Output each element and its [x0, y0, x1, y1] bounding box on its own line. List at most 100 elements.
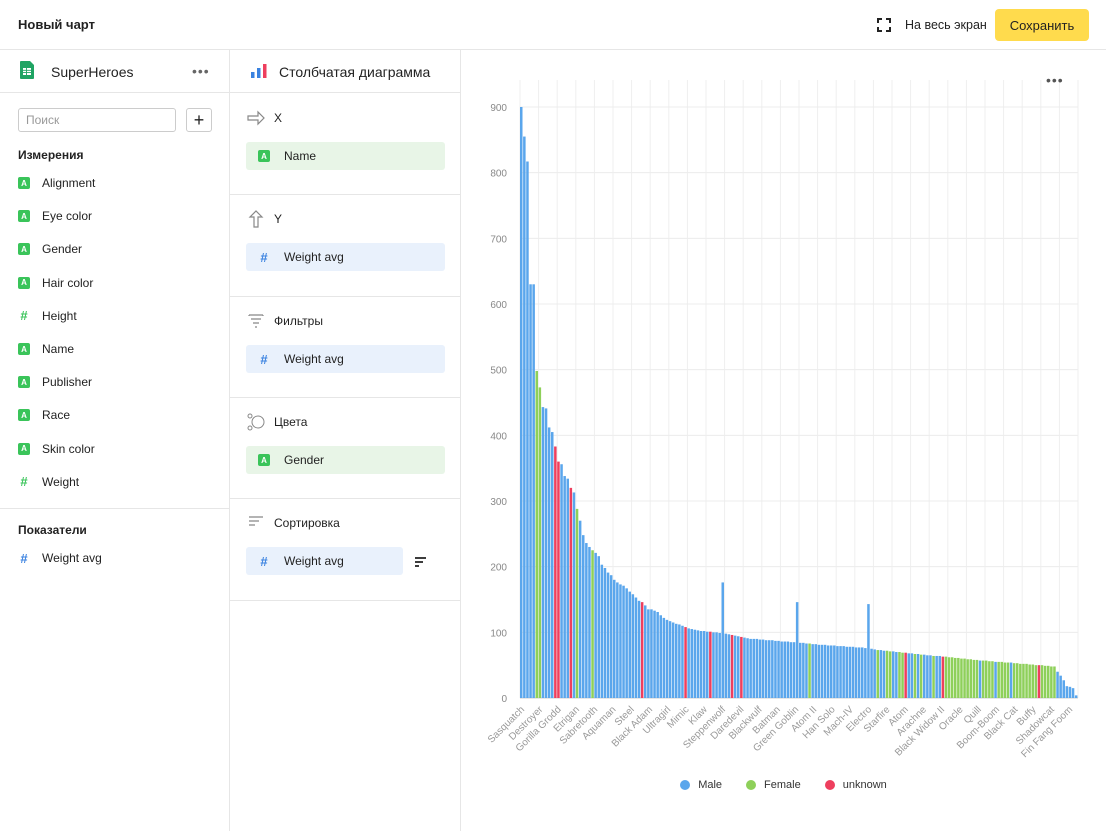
- dimension-icon: A: [18, 276, 30, 289]
- field-label: Eye color: [42, 209, 93, 224]
- bar: [597, 556, 600, 698]
- field-name[interactable]: A Name: [18, 339, 74, 359]
- bar: [1006, 662, 1010, 698]
- add-field-button[interactable]: +: [186, 108, 212, 132]
- bar: [721, 582, 724, 698]
- bar: [823, 644, 827, 698]
- chip-x-name[interactable]: A Name: [246, 142, 445, 170]
- chip-sort-weight-avg[interactable]: # Weight avg: [246, 547, 403, 575]
- bar: [600, 564, 604, 698]
- y-tick-label: 700: [490, 234, 507, 245]
- legend-item-male[interactable]: Male: [680, 779, 722, 791]
- bar: [594, 552, 597, 698]
- bar: [538, 387, 542, 698]
- field-gender[interactable]: A Gender: [18, 239, 82, 259]
- bar: [802, 642, 805, 698]
- field-hair-color[interactable]: A Hair color: [18, 273, 93, 293]
- legend-dot-icon: [824, 780, 835, 790]
- save-button[interactable]: Сохранить: [995, 9, 1089, 41]
- field-skin-color[interactable]: A Skin color: [18, 439, 95, 459]
- y-tick-label: 0: [501, 694, 507, 705]
- bar: [882, 650, 886, 698]
- field-race[interactable]: A Race: [18, 405, 70, 425]
- chart-area: 0 100 200 300 400 500 600 700 800 900 Sasquatch Des…: [461, 50, 1106, 831]
- colors-icon: [247, 413, 265, 431]
- bar: [842, 646, 845, 698]
- slot-colors: Цвета A Gender: [230, 398, 461, 499]
- bar: [947, 657, 951, 698]
- bar: [755, 638, 759, 698]
- bar: [606, 572, 610, 698]
- chip-filter-weight-avg[interactable]: # Weight avg: [246, 345, 445, 373]
- bar: [1037, 665, 1041, 698]
- fullscreen-button[interactable]: На весь экран: [876, 14, 987, 36]
- field-weight[interactable]: # Weight: [18, 472, 79, 492]
- bar: [895, 652, 898, 698]
- measure-icon: #: [20, 550, 28, 566]
- bar: [941, 656, 945, 698]
- field-height[interactable]: # Height: [18, 306, 76, 326]
- bar: [777, 640, 780, 698]
- bar: [814, 644, 817, 698]
- field-publisher[interactable]: A Publisher: [18, 372, 92, 392]
- bar: [1040, 665, 1044, 698]
- page-title: Новый чарт: [18, 17, 95, 32]
- visualization-header[interactable]: Столбчатая диаграмма: [230, 50, 460, 93]
- dataset-more-menu[interactable]: •••: [192, 63, 210, 79]
- measure-icon: #: [260, 351, 268, 367]
- chart-legend: Male Female unknown: [461, 779, 1106, 791]
- bar: [684, 627, 687, 698]
- bar: [848, 646, 852, 698]
- chip-color-gender[interactable]: A Gender: [246, 446, 445, 474]
- bar: [659, 615, 662, 698]
- bar: [569, 487, 573, 698]
- bar: [588, 546, 591, 698]
- slot-x: X A Name: [230, 94, 461, 195]
- arrow-up-icon: [248, 210, 264, 228]
- bar: [702, 631, 706, 698]
- legend-label: Female: [764, 779, 801, 791]
- bar: [1050, 666, 1053, 698]
- bar-chart-icon: [251, 64, 267, 78]
- bar: [656, 611, 659, 698]
- legend-item-unknown[interactable]: unknown: [824, 779, 887, 791]
- bar: [761, 639, 765, 698]
- bar: [727, 634, 731, 698]
- dataset-name[interactable]: SuperHeroes: [51, 64, 134, 80]
- bar: [1056, 671, 1059, 698]
- bar: [675, 623, 678, 698]
- bar: [991, 661, 994, 698]
- measures-title: Показатели: [18, 523, 87, 537]
- bar: [811, 644, 814, 698]
- y-tick-label: 200: [490, 563, 507, 574]
- field-alignment[interactable]: A Alignment: [18, 173, 95, 193]
- field-search-input[interactable]: [18, 108, 176, 132]
- field-weight-avg[interactable]: # Weight avg: [18, 548, 101, 568]
- fullscreen-icon: [877, 18, 891, 32]
- chip-label: Gender: [284, 453, 325, 467]
- bar: [1028, 664, 1031, 698]
- bar: [1009, 662, 1013, 698]
- bar: [619, 584, 622, 698]
- legend-item-female[interactable]: Female: [746, 779, 801, 791]
- field-eye-color[interactable]: A Eye color: [18, 206, 92, 226]
- bar: [572, 492, 576, 698]
- bar: [653, 610, 656, 698]
- bar: [786, 641, 790, 698]
- chip-y-weight-avg[interactable]: # Weight avg: [246, 243, 445, 271]
- bar: [1074, 695, 1078, 698]
- bar: [609, 575, 613, 698]
- bar: [671, 622, 675, 698]
- field-label: Weight: [42, 474, 80, 489]
- bar: [885, 650, 889, 698]
- slot-x-label: X: [274, 111, 283, 125]
- field-label: Hair color: [42, 275, 94, 290]
- sort-direction-icon[interactable]: [415, 557, 427, 567]
- bar: [768, 640, 771, 698]
- chart-more-menu[interactable]: •••: [1046, 72, 1064, 88]
- bar: [783, 641, 786, 698]
- bar: [622, 585, 625, 698]
- bar: [997, 661, 1000, 698]
- bar: [749, 638, 752, 698]
- bar: [715, 632, 718, 698]
